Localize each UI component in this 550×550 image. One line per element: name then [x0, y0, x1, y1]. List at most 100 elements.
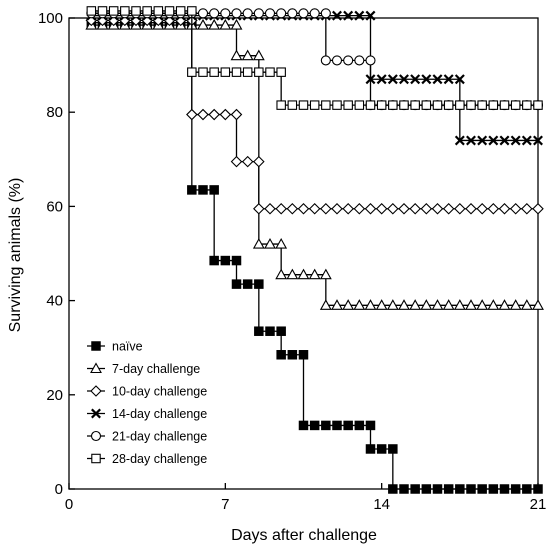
x-tick-label: 14 [373, 496, 390, 513]
data-point [365, 10, 376, 21]
data-point [387, 74, 398, 85]
data-point [343, 420, 353, 431]
data-point [298, 100, 309, 110]
data-point [153, 6, 164, 16]
data-point [442, 299, 455, 310]
data-point [220, 67, 231, 77]
data-point [498, 299, 511, 310]
data-point [442, 202, 455, 215]
data-point [264, 8, 276, 19]
data-point [254, 279, 264, 289]
legend-label: 10-day challenge [112, 385, 207, 399]
data-point [498, 202, 511, 215]
data-point [319, 299, 332, 310]
data-point [509, 299, 522, 310]
data-point [187, 185, 197, 195]
data-point [432, 74, 443, 85]
data-point [287, 8, 298, 19]
data-point [421, 484, 432, 494]
data-point [264, 237, 276, 249]
data-point [420, 299, 433, 310]
data-point [477, 484, 487, 494]
data-point [343, 100, 353, 110]
data-point [197, 8, 209, 19]
data-point [86, 6, 97, 16]
data-point [297, 202, 310, 215]
legend-marker [91, 408, 101, 419]
data-point [197, 108, 209, 121]
data-point [342, 202, 354, 215]
data-point [532, 202, 544, 215]
data-point [431, 299, 444, 310]
data-point [454, 74, 465, 85]
legend-label: 14-day challenge [112, 407, 207, 421]
data-point [455, 484, 465, 494]
legend-marker [90, 430, 102, 442]
data-point [142, 6, 152, 16]
data-point [253, 155, 265, 168]
data-point [477, 135, 488, 146]
legend-marker [91, 341, 101, 351]
data-point [231, 255, 242, 266]
data-point [309, 420, 320, 431]
series-3 [86, 10, 543, 146]
data-point [209, 255, 219, 266]
series-1 [85, 18, 544, 310]
data-point [297, 268, 310, 280]
data-point [520, 299, 533, 310]
data-point [309, 8, 320, 19]
data-point [409, 202, 421, 215]
data-point [375, 299, 388, 310]
data-point [376, 74, 387, 85]
data-point [499, 135, 510, 146]
data-point [466, 484, 476, 494]
data-point [320, 202, 332, 215]
legend-item: 7-day challenge [87, 362, 200, 376]
data-point [209, 185, 219, 195]
data-point [252, 237, 265, 249]
data-point [186, 108, 198, 121]
data-point [476, 202, 488, 215]
series-line [91, 14, 538, 142]
data-point [308, 202, 321, 215]
data-point [387, 202, 399, 215]
data-point [466, 135, 476, 146]
legend-item: naïve [87, 340, 143, 354]
data-point [320, 55, 331, 66]
data-point [477, 100, 487, 110]
data-point [298, 420, 309, 431]
data-point [376, 444, 387, 454]
data-point [376, 100, 387, 110]
data-point [209, 8, 220, 19]
data-point [108, 6, 119, 16]
data-point [465, 299, 477, 310]
data-point [320, 8, 331, 19]
data-point [331, 55, 343, 66]
data-point [454, 135, 465, 146]
data-point [198, 185, 208, 195]
data-point [522, 484, 532, 494]
data-point [487, 202, 500, 215]
data-point [399, 100, 409, 110]
data-point [242, 67, 253, 77]
data-point [476, 299, 489, 310]
data-point [197, 18, 209, 30]
data-point [488, 135, 499, 146]
data-point [533, 135, 543, 146]
data-point [321, 100, 331, 110]
data-point [219, 108, 232, 121]
data-point [421, 100, 432, 110]
data-point [521, 135, 532, 146]
data-point [241, 49, 254, 61]
data-point [331, 202, 343, 215]
data-point [398, 202, 410, 215]
x-tick-label: 7 [221, 496, 229, 513]
legend-label: 21-day challenge [112, 430, 207, 444]
series-line [91, 24, 538, 306]
data-point [431, 202, 444, 215]
y-tick-label: 60 [46, 198, 63, 215]
data-point [364, 202, 377, 215]
data-point [332, 420, 342, 431]
data-point [410, 484, 420, 494]
legend-label: 7-day challenge [112, 362, 200, 376]
